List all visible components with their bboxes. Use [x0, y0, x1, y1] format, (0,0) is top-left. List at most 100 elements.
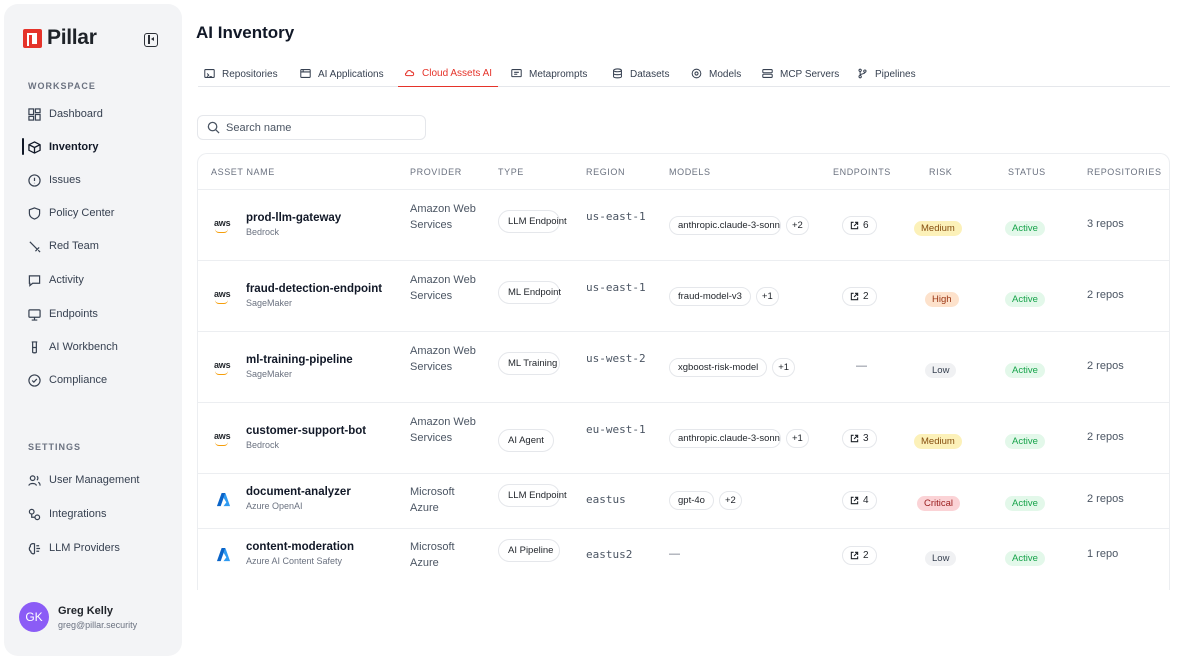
sidebar-item-policy-center[interactable]: Policy Center: [28, 201, 178, 225]
tab-mcp-servers[interactable]: MCP Servers: [756, 61, 845, 87]
cube-icon: [28, 140, 41, 154]
sidebar-item-issues[interactable]: Issues: [28, 168, 178, 192]
tab-cloud-assets-ai[interactable]: Cloud Assets AI: [398, 61, 499, 87]
asset-name-cell: ml-training-pipeline SageMaker: [246, 354, 353, 379]
shield-icon: [28, 206, 41, 220]
sidebar-item-endpoints[interactable]: Endpoints: [28, 302, 178, 326]
asset-name[interactable]: document-analyzer: [246, 486, 351, 498]
type-cell: AI Agent: [498, 429, 554, 452]
endpoints-pill[interactable]: 4: [842, 491, 877, 510]
table-row[interactable]: aws customer-support-bot Bedrock Amazon …: [198, 403, 1169, 474]
sidebar-item-label: LLM Providers: [49, 542, 120, 554]
repos-cell[interactable]: 1 repo: [1087, 548, 1119, 560]
endpoints-count: 2: [863, 550, 869, 561]
table-row[interactable]: document-analyzer Azure OpenAI Microsoft…: [198, 474, 1169, 529]
repo-icon: [204, 68, 217, 81]
status-badge: Active: [1005, 221, 1045, 236]
asset-name[interactable]: prod-llm-gateway: [246, 212, 342, 224]
user-name: Greg Kelly: [58, 604, 114, 617]
models-cell: xgboost-risk-model +1: [669, 358, 796, 377]
sidebar-item-llm-providers[interactable]: LLM Providers: [28, 536, 178, 560]
tab-pipelines[interactable]: Pipelines: [851, 61, 922, 87]
sidebar-item-compliance[interactable]: Compliance: [28, 368, 178, 392]
endpoints-cell: 2: [842, 287, 877, 306]
row-divider: [198, 260, 1169, 261]
repos-cell[interactable]: 2 repos: [1087, 431, 1124, 443]
repos-cell[interactable]: 2 repos: [1087, 289, 1124, 301]
column-header-endpoints[interactable]: ENDPOINTS: [833, 167, 891, 177]
table-row[interactable]: aws ml-training-pipeline SageMaker Amazo…: [198, 332, 1169, 403]
column-header-type[interactable]: TYPE: [498, 167, 524, 177]
endpoints-pill[interactable]: 6: [842, 216, 877, 235]
column-header-asset-name[interactable]: ASSET NAME: [211, 167, 275, 177]
asset-name[interactable]: fraud-detection-endpoint: [246, 283, 383, 295]
table-row[interactable]: aws prod-llm-gateway Bedrock Amazon Web …: [198, 190, 1169, 261]
provider-cell: Amazon Web Services: [410, 203, 476, 231]
sidebar-item-user-management[interactable]: User Management: [28, 468, 178, 492]
endpoints-count: 3: [863, 433, 869, 444]
external-link-icon: [850, 496, 859, 505]
sidebar-item-ai-workbench[interactable]: AI Workbench: [28, 335, 178, 359]
column-header-repositories[interactable]: REPOSITORIES: [1087, 167, 1162, 177]
column-header-provider[interactable]: PROVIDER: [410, 167, 462, 177]
avatar: GK: [19, 602, 49, 632]
endpoints-pill[interactable]: 2: [842, 546, 877, 565]
search-box[interactable]: [197, 115, 426, 140]
sidebar-item-dashboard[interactable]: Dashboard: [28, 102, 178, 126]
tab-repositories[interactable]: Repositories: [198, 61, 284, 87]
aws-logo-icon: aws: [214, 431, 231, 446]
tab-metaprompts[interactable]: Metaprompts: [505, 61, 593, 87]
more-models-pill[interactable]: +1: [786, 429, 809, 448]
risk-cell: Medium: [914, 431, 962, 449]
column-header-status[interactable]: STATUS: [1008, 167, 1046, 177]
sidebar-item-integrations[interactable]: Integrations: [28, 502, 178, 526]
endpoints-count: 6: [863, 220, 869, 231]
sidebar-item-activity[interactable]: Activity: [28, 268, 178, 292]
collapse-sidebar-icon[interactable]: [144, 33, 158, 47]
type-cell: LLM Endpoint: [498, 210, 567, 233]
model-pill[interactable]: anthropic.claude-3-sonnet: [669, 216, 781, 235]
asset-name[interactable]: ml-training-pipeline: [246, 354, 353, 366]
column-header-risk[interactable]: RISK: [929, 167, 953, 177]
more-models-pill[interactable]: +1: [755, 287, 779, 306]
column-header-models[interactable]: MODELS: [669, 167, 711, 177]
column-header-region[interactable]: REGION: [586, 167, 626, 177]
asset-name[interactable]: customer-support-bot: [246, 425, 367, 437]
asset-service: Azure AI Content Safety: [246, 556, 343, 566]
search-input[interactable]: [226, 121, 416, 134]
asset-service: SageMaker: [246, 369, 293, 379]
azure-logo-icon: [216, 492, 231, 507]
logo-text: Pillar: [47, 26, 97, 49]
provider-cell: Amazon Web Services: [410, 416, 476, 444]
models-cell: —: [669, 548, 680, 560]
asset-name[interactable]: content-moderation: [246, 541, 354, 553]
status-cell: Active: [1005, 431, 1045, 449]
model-pill[interactable]: xgboost-risk-model: [669, 358, 768, 377]
repos-cell[interactable]: 3 repos: [1087, 218, 1124, 230]
model-pill[interactable]: gpt-4o: [669, 491, 714, 510]
tab-datasets[interactable]: Datasets: [606, 61, 675, 87]
asset-service: Bedrock: [246, 440, 280, 450]
more-models-pill[interactable]: +2: [786, 216, 809, 235]
endpoints-pill[interactable]: 3: [842, 429, 877, 448]
tab-ai-applications[interactable]: AI Applications: [294, 61, 390, 87]
more-models-pill[interactable]: +2: [718, 491, 742, 510]
user-profile[interactable]: GK Greg Kelly greg@pillar.security: [19, 602, 137, 632]
endpoints-count: 2: [863, 291, 869, 302]
pillar-logo[interactable]: Pillar: [23, 26, 97, 50]
endpoints-pill[interactable]: 2: [842, 287, 877, 306]
sidebar-item-inventory[interactable]: Inventory: [22, 135, 178, 159]
sidebar-item-label: Activity: [49, 274, 84, 286]
table-row[interactable]: aws fraud-detection-endpoint SageMaker A…: [198, 261, 1169, 332]
model-pill[interactable]: fraud-model-v3: [669, 287, 751, 306]
repos-cell[interactable]: 2 repos: [1087, 493, 1124, 505]
sidebar-item-red-team[interactable]: Red Team: [28, 234, 178, 258]
models-cell: gpt-4o +2: [669, 491, 742, 510]
asset-service: SageMaker: [246, 298, 293, 308]
repos-cell[interactable]: 2 repos: [1087, 360, 1124, 372]
table-row[interactable]: content-moderation Azure AI Content Safe…: [198, 529, 1169, 584]
more-models-pill[interactable]: +1: [772, 358, 796, 377]
tab-models[interactable]: Models: [685, 61, 747, 87]
model-pill[interactable]: anthropic.claude-3-sonnet: [669, 429, 781, 448]
provider-cell: Amazon Web Services: [410, 274, 476, 302]
